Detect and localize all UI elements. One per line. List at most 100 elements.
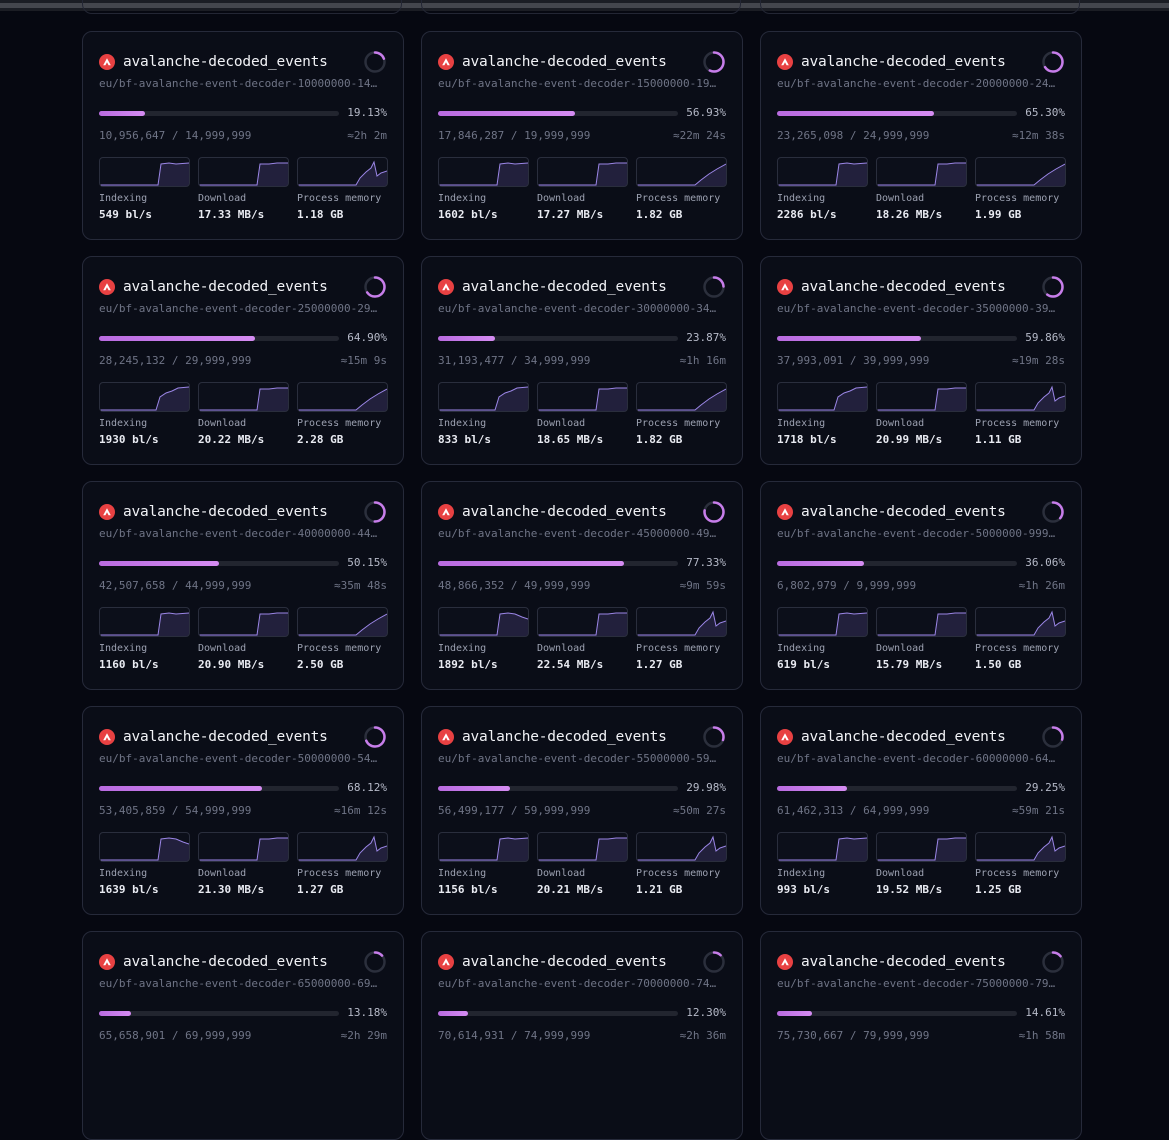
- sparkline-chart[interactable]: [636, 382, 727, 412]
- sparkline-chart[interactable]: [777, 382, 868, 412]
- sparkline-chart[interactable]: [975, 157, 1066, 187]
- metrics-row: [99, 1057, 387, 1117]
- top-scrollbar-area: [0, 0, 1169, 11]
- sparkline-chart[interactable]: [975, 832, 1066, 862]
- progress-ring-icon: [703, 501, 725, 523]
- sparkline-svg: [637, 835, 726, 861]
- sparkline-svg: [637, 163, 726, 186]
- metric-value: 1.82 GB: [636, 433, 683, 446]
- sparkline-chart[interactable]: [198, 607, 289, 637]
- sparkline-chart[interactable]: [297, 607, 388, 637]
- sparkline-chart[interactable]: [297, 157, 388, 187]
- sparkline-chart[interactable]: [438, 157, 529, 187]
- sparkline-chart[interactable]: [975, 382, 1066, 412]
- sparkline-chart[interactable]: [876, 607, 967, 637]
- metric: Download 20.90 MB/s: [198, 607, 289, 671]
- metrics-row: Indexing 1160 bl/s Download 20.90 MB/s P…: [99, 607, 388, 671]
- avalanche-logo-icon: [99, 729, 115, 745]
- scroll-indicator[interactable]: [0, 3, 1169, 8]
- indexer-card[interactable]: avalanche-decoded_events eu/bf-avalanche…: [760, 256, 1082, 465]
- progress-bar-fill: [438, 336, 496, 341]
- avalanche-logo-icon: [99, 504, 115, 520]
- metric-label: Indexing: [99, 868, 148, 879]
- metric-value: 619 bl/s: [777, 658, 830, 671]
- progress-bar-fill: [438, 111, 575, 116]
- previous-card-edge: [421, 0, 741, 14]
- indexer-card[interactable]: avalanche-decoded_events eu/bf-avalanche…: [760, 31, 1082, 240]
- metric-label: Download: [876, 193, 925, 204]
- indexer-title: avalanche-decoded_events: [462, 279, 667, 295]
- indexer-card[interactable]: avalanche-decoded_events eu/bf-avalanche…: [82, 706, 404, 915]
- avalanche-logo-icon: [438, 54, 454, 70]
- progress-percent: 13.18%: [347, 1006, 387, 1019]
- sparkline-chart[interactable]: [537, 382, 628, 412]
- sparkline-chart[interactable]: [99, 832, 190, 862]
- sparkline-chart[interactable]: [537, 157, 628, 187]
- sparkline-svg: [877, 837, 966, 861]
- sparkline-chart[interactable]: [99, 382, 190, 412]
- indexer-card[interactable]: avalanche-decoded_events eu/bf-avalanche…: [421, 31, 743, 240]
- sparkline-chart[interactable]: [198, 832, 289, 862]
- sparkline-chart[interactable]: [876, 382, 967, 412]
- sparkline-chart[interactable]: [297, 382, 388, 412]
- progress-bar: [777, 111, 1017, 116]
- metric-value: 1.11 GB: [975, 433, 1022, 446]
- sparkline-chart[interactable]: [636, 832, 727, 862]
- sparkline-chart[interactable]: [876, 832, 967, 862]
- sparkline-chart[interactable]: [438, 832, 529, 862]
- sparkline-chart[interactable]: [777, 607, 868, 637]
- indexer-card[interactable]: avalanche-decoded_events eu/bf-avalanche…: [421, 706, 743, 915]
- sparkline-chart[interactable]: [636, 157, 727, 187]
- metrics-row: Indexing 1892 bl/s Download 22.54 MB/s P…: [438, 607, 727, 671]
- indexer-card[interactable]: avalanche-decoded_events eu/bf-avalanche…: [421, 256, 743, 465]
- metric: Indexing 1718 bl/s: [777, 382, 868, 446]
- sparkline-chart[interactable]: [198, 157, 289, 187]
- metric: Process memory 1.21 GB: [636, 832, 727, 896]
- indexer-card[interactable]: avalanche-decoded_events eu/bf-avalanche…: [82, 481, 404, 690]
- indexer-card[interactable]: avalanche-decoded_events eu/bf-avalanche…: [82, 31, 404, 240]
- metric: Process memory 1.27 GB: [636, 607, 727, 671]
- metric-label: Download: [876, 868, 925, 879]
- metric-value: 15.79 MB/s: [876, 658, 943, 671]
- sparkline-chart[interactable]: [297, 832, 388, 862]
- sparkline-chart[interactable]: [876, 157, 967, 187]
- metric: Indexing 1156 bl/s: [438, 832, 529, 896]
- metrics-row: Indexing 993 bl/s Download 19.52 MB/s Pr…: [777, 832, 1066, 896]
- indexer-card[interactable]: avalanche-decoded_events eu/bf-avalanche…: [760, 931, 1082, 1140]
- indexer-card[interactable]: avalanche-decoded_events eu/bf-avalanche…: [421, 931, 743, 1140]
- sparkline-chart[interactable]: [777, 832, 868, 862]
- sparkline-chart[interactable]: [636, 607, 727, 637]
- indexer-title: avalanche-decoded_events: [801, 54, 1006, 70]
- metric-value: 2.50 GB: [297, 658, 344, 671]
- metric: Download 20.99 MB/s: [876, 382, 967, 446]
- sparkline-chart[interactable]: [777, 157, 868, 187]
- avalanche-logo-icon: [99, 954, 115, 970]
- sparkline-svg: [778, 837, 867, 861]
- sparkline-chart[interactable]: [537, 832, 628, 862]
- metric: Indexing 1930 bl/s: [99, 382, 190, 446]
- sparkline-chart[interactable]: [198, 382, 289, 412]
- avalanche-logo-icon: [777, 954, 793, 970]
- indexer-card[interactable]: avalanche-decoded_events eu/bf-avalanche…: [82, 256, 404, 465]
- sparkline-chart[interactable]: [99, 157, 190, 187]
- indexer-card[interactable]: avalanche-decoded_events eu/bf-avalanche…: [421, 481, 743, 690]
- metric-value: 20.99 MB/s: [876, 433, 943, 446]
- sparkline-chart[interactable]: [537, 607, 628, 637]
- sparkline-chart[interactable]: [438, 607, 529, 637]
- indexer-card[interactable]: avalanche-decoded_events eu/bf-avalanche…: [82, 931, 404, 1140]
- sparkline-chart[interactable]: [99, 607, 190, 637]
- avalanche-logo-icon: [777, 504, 793, 520]
- progress-bar-fill: [777, 561, 864, 566]
- indexer-card[interactable]: avalanche-decoded_events eu/bf-avalanche…: [760, 706, 1082, 915]
- avalanche-logo-icon: [438, 279, 454, 295]
- sparkline-chart[interactable]: [438, 382, 529, 412]
- metric-value: 1639 bl/s: [99, 883, 159, 896]
- card-header: avalanche-decoded_events: [99, 500, 387, 524]
- time-remaining: ≈50m 27s: [673, 804, 726, 817]
- indexer-card[interactable]: avalanche-decoded_events eu/bf-avalanche…: [760, 481, 1082, 690]
- metric-value: 1892 bl/s: [438, 658, 498, 671]
- progress-percent: 50.15%: [347, 556, 387, 569]
- metrics-row: Indexing 833 bl/s Download 18.65 MB/s Pr…: [438, 382, 727, 446]
- sparkline-chart[interactable]: [975, 607, 1066, 637]
- indexer-title: avalanche-decoded_events: [123, 279, 328, 295]
